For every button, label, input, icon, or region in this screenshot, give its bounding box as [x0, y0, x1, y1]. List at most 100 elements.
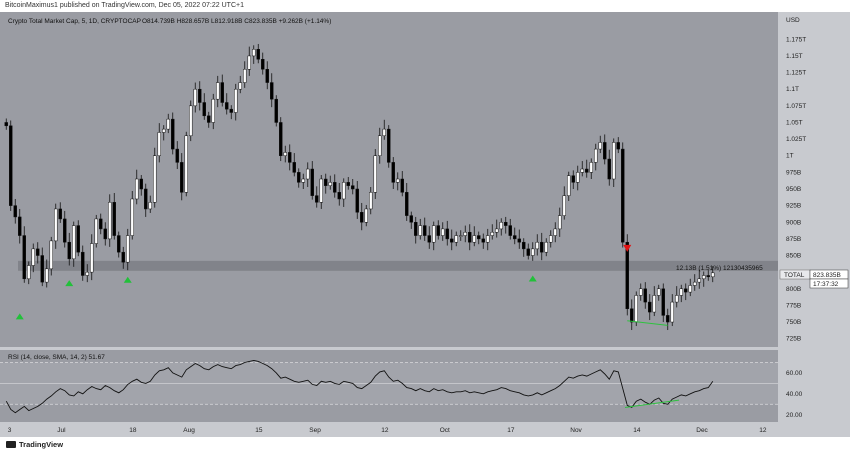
tradingview-logo-icon — [6, 441, 16, 448]
candle-body — [4, 122, 8, 127]
candle-body — [180, 162, 184, 193]
candle-body — [94, 218, 98, 244]
time-tick-label: Aug — [183, 427, 195, 434]
candle-body — [576, 172, 580, 183]
candle-body — [634, 295, 638, 323]
candle-body — [472, 235, 476, 243]
candle-body — [495, 228, 499, 233]
candle-body — [328, 182, 332, 186]
candle-body — [603, 142, 607, 160]
symbol-tag-label: TOTAL — [784, 272, 805, 279]
candle-body — [202, 102, 206, 117]
candle-body — [216, 82, 220, 100]
candle-body — [139, 178, 143, 190]
price-tick-label: 1.15T — [786, 53, 803, 60]
candle-body — [54, 208, 58, 242]
candle-body — [229, 108, 233, 113]
price-axis[interactable] — [778, 12, 850, 422]
candle-body — [666, 315, 670, 323]
time-axis[interactable] — [0, 422, 850, 437]
price-tick-label: 1.175T — [786, 36, 806, 43]
candle-body — [238, 82, 242, 90]
publisher-line: BitcoinMaximus1 published on TradingView… — [0, 0, 850, 12]
time-tick-label: 12 — [759, 427, 767, 434]
candle-body — [531, 248, 535, 256]
tradingview-logo[interactable]: TradingView — [6, 440, 63, 449]
rsi-divergence-line — [624, 399, 680, 408]
candle-body — [175, 148, 179, 163]
candle-body — [283, 152, 287, 156]
candle-body — [184, 135, 188, 193]
candle-body — [639, 288, 643, 296]
candle-body — [18, 216, 22, 236]
candle-body — [342, 182, 346, 200]
candle-body — [166, 118, 170, 130]
candle-body — [9, 125, 13, 206]
candle-body — [504, 222, 508, 226]
candle-body — [315, 195, 319, 203]
candle-body — [72, 225, 76, 260]
pane-separator[interactable] — [0, 347, 778, 350]
candle-body — [571, 175, 575, 183]
candle-body — [355, 188, 359, 213]
candle-body — [171, 118, 175, 150]
candle-body — [319, 178, 323, 203]
candle-body — [288, 152, 292, 163]
price-tick-label: 950B — [786, 186, 801, 193]
candle-body — [162, 128, 166, 133]
candle-body — [508, 225, 512, 236]
candle-body — [148, 202, 152, 210]
candle-body — [481, 238, 485, 243]
price-pane[interactable] — [0, 12, 778, 347]
candle-body — [526, 248, 530, 256]
candle-body — [670, 301, 674, 323]
candle-body — [274, 98, 278, 123]
footer: TradingView — [0, 437, 850, 452]
candle-body — [688, 285, 692, 293]
sell-signal-arrow — [623, 244, 632, 252]
candle-body — [45, 268, 49, 283]
candle-body — [405, 192, 409, 216]
candle-body — [297, 172, 301, 183]
candle-body — [234, 88, 238, 113]
candle-body — [108, 202, 112, 240]
price-divergence-line — [627, 320, 668, 326]
candle-body — [27, 265, 31, 280]
candle-body — [369, 192, 373, 210]
candle-body — [400, 178, 404, 193]
buy-signal-arrow — [123, 276, 132, 283]
candle-body — [414, 222, 418, 236]
last-price-label: 823.835B — [813, 272, 841, 279]
price-tick-label: 775B — [786, 302, 801, 309]
candle-body — [211, 98, 215, 123]
candle-body — [490, 231, 494, 236]
candle-body — [306, 168, 310, 180]
candle-body — [85, 271, 89, 276]
price-tick-label: 1.025T — [786, 136, 806, 143]
candle-body — [63, 218, 67, 243]
candle-body — [198, 88, 202, 103]
candle-body — [310, 168, 314, 196]
candle-body — [36, 248, 40, 256]
candle-body — [499, 222, 503, 230]
candle-body — [544, 241, 548, 253]
candle-body — [382, 128, 386, 137]
candle-body — [373, 155, 377, 193]
candle-body — [346, 182, 350, 186]
candle-body — [144, 188, 148, 210]
candle-body — [279, 122, 283, 156]
price-tick-label: 800B — [786, 286, 801, 293]
candle-body — [468, 231, 472, 243]
price-chart[interactable]: 1.175T 1.15T 1.125T 1.1T 1.075T 1.05T 1.025T 1T… — [0, 12, 850, 437]
candle-body — [378, 135, 382, 156]
price-tick-label: 850B — [786, 253, 801, 260]
candle-body — [81, 251, 85, 276]
time-tick-label: 17 — [507, 427, 515, 434]
price-tick-label: 725B — [786, 336, 801, 343]
candle-body — [351, 185, 355, 190]
candle-body — [220, 82, 224, 103]
candle-body — [121, 251, 125, 263]
candle-body — [513, 235, 517, 240]
price-tick-label: 1.125T — [786, 70, 806, 77]
candle-body — [126, 235, 130, 263]
